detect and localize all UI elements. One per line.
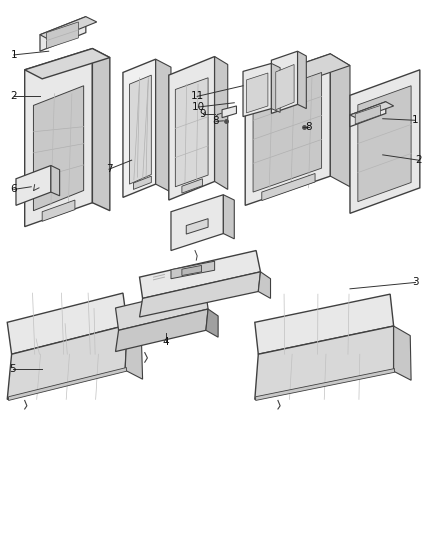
Text: 8: 8 xyxy=(305,122,312,132)
Polygon shape xyxy=(182,265,201,276)
Text: 2: 2 xyxy=(11,91,17,101)
Polygon shape xyxy=(243,63,272,117)
Polygon shape xyxy=(130,75,151,184)
Polygon shape xyxy=(350,102,386,127)
Polygon shape xyxy=(256,368,395,400)
Text: 2: 2 xyxy=(415,155,422,165)
Polygon shape xyxy=(297,51,306,109)
Polygon shape xyxy=(355,106,381,124)
Text: 10: 10 xyxy=(192,102,205,112)
Polygon shape xyxy=(116,309,208,352)
Polygon shape xyxy=(272,51,297,114)
Polygon shape xyxy=(245,54,330,205)
Text: 1: 1 xyxy=(11,50,17,60)
Polygon shape xyxy=(7,325,127,399)
Polygon shape xyxy=(255,326,394,399)
Text: 4: 4 xyxy=(162,337,169,347)
Polygon shape xyxy=(350,102,394,119)
Polygon shape xyxy=(123,59,155,197)
Polygon shape xyxy=(350,70,420,213)
Polygon shape xyxy=(394,326,411,380)
Polygon shape xyxy=(276,64,294,110)
Polygon shape xyxy=(171,261,215,279)
Polygon shape xyxy=(42,200,75,221)
Polygon shape xyxy=(169,56,215,200)
Polygon shape xyxy=(272,63,280,112)
Polygon shape xyxy=(247,73,268,113)
Polygon shape xyxy=(255,294,394,354)
Polygon shape xyxy=(9,368,127,400)
Polygon shape xyxy=(40,17,86,51)
Polygon shape xyxy=(16,165,51,205)
Text: 7: 7 xyxy=(106,164,112,174)
Polygon shape xyxy=(253,72,321,192)
Polygon shape xyxy=(175,78,208,187)
Polygon shape xyxy=(182,179,202,193)
Polygon shape xyxy=(358,86,411,201)
Polygon shape xyxy=(258,272,271,298)
Polygon shape xyxy=(25,49,110,79)
Polygon shape xyxy=(40,17,97,41)
Text: 9: 9 xyxy=(200,109,206,119)
Polygon shape xyxy=(186,219,208,234)
Polygon shape xyxy=(140,272,261,317)
Text: 11: 11 xyxy=(191,91,204,101)
Polygon shape xyxy=(330,54,350,187)
Polygon shape xyxy=(223,195,234,239)
Polygon shape xyxy=(7,293,127,354)
Polygon shape xyxy=(116,287,208,330)
Polygon shape xyxy=(33,86,84,211)
Text: 6: 6 xyxy=(11,184,17,195)
Polygon shape xyxy=(262,173,315,200)
Polygon shape xyxy=(140,251,261,298)
Text: 5: 5 xyxy=(10,364,16,374)
Text: 1: 1 xyxy=(412,115,419,125)
Polygon shape xyxy=(206,309,218,337)
Text: 8: 8 xyxy=(212,116,219,126)
Polygon shape xyxy=(134,176,151,189)
Polygon shape xyxy=(155,59,171,192)
Polygon shape xyxy=(171,195,223,251)
Text: 3: 3 xyxy=(412,278,419,287)
Polygon shape xyxy=(92,49,110,211)
Polygon shape xyxy=(245,54,350,95)
Polygon shape xyxy=(51,165,60,196)
Polygon shape xyxy=(222,106,237,118)
Polygon shape xyxy=(125,325,143,379)
Polygon shape xyxy=(215,56,228,189)
Polygon shape xyxy=(46,22,78,49)
Polygon shape xyxy=(25,49,92,227)
